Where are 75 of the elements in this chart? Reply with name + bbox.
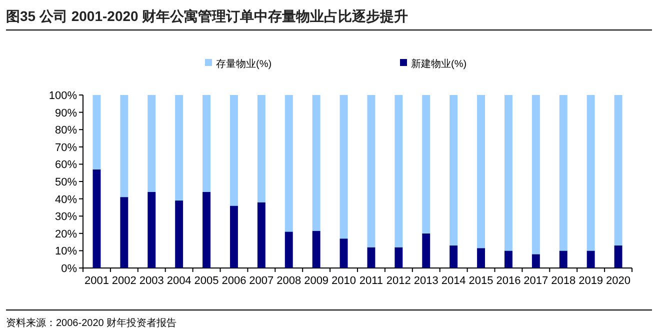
x-tick-label: 2011 xyxy=(359,275,384,287)
bar xyxy=(312,95,320,231)
bar xyxy=(202,95,211,192)
chart-title: 图35 公司 2001-2020 财年公寓管理订单中存量物业占比逐步提升 xyxy=(6,8,408,24)
bar xyxy=(477,248,486,268)
bar xyxy=(92,95,101,170)
y-tick-label: 60% xyxy=(54,159,78,172)
bar xyxy=(559,95,568,251)
bar xyxy=(120,197,128,268)
bar xyxy=(450,95,458,246)
bar xyxy=(230,95,238,206)
x-tick-label: 2018 xyxy=(551,275,576,287)
y-tick-label: 40% xyxy=(54,194,78,206)
bar xyxy=(394,95,403,248)
bar xyxy=(477,95,486,248)
x-tick-label: 2015 xyxy=(468,275,494,287)
x-tick-label: 2012 xyxy=(386,275,411,287)
legend-label: 存量物业(%) xyxy=(216,58,272,70)
x-tick-label: 2004 xyxy=(166,275,192,287)
x-tick-label: 2013 xyxy=(414,275,438,287)
bar xyxy=(175,95,184,201)
x-tick-label: 2008 xyxy=(276,275,302,287)
y-tick-label: 10% xyxy=(54,246,78,258)
bar xyxy=(148,192,156,268)
bar xyxy=(614,246,622,268)
bar xyxy=(120,95,128,198)
bar xyxy=(394,247,403,268)
bar xyxy=(257,202,266,268)
bar xyxy=(422,233,430,268)
bar xyxy=(284,95,293,232)
bar xyxy=(559,250,568,268)
bar xyxy=(532,254,540,268)
bar xyxy=(367,247,376,268)
text: 资料来源：2006-2020 财年投资者报告 xyxy=(6,317,177,329)
bar xyxy=(312,230,320,268)
x-tick-label: 2017 xyxy=(524,275,548,287)
bar xyxy=(148,95,156,192)
y-tick-label: 80% xyxy=(54,124,78,137)
x-tick-label: 2006 xyxy=(222,275,246,287)
x-tick-label: 2016 xyxy=(496,275,521,287)
bar xyxy=(202,192,211,268)
y-tick-label: 70% xyxy=(54,142,78,154)
x-tick-label: 2009 xyxy=(304,275,329,287)
bar xyxy=(175,200,184,268)
bar xyxy=(450,246,458,268)
bar xyxy=(340,95,348,239)
bar xyxy=(340,238,348,268)
bar xyxy=(532,95,540,254)
bar xyxy=(504,95,512,251)
y-tick-label: 90% xyxy=(54,107,78,120)
x-tick-label: 2007 xyxy=(249,275,274,287)
bar xyxy=(422,95,430,234)
x-tick-label: 2019 xyxy=(578,275,604,287)
x-tick-label: 2005 xyxy=(194,275,219,287)
bar xyxy=(586,95,595,251)
y-tick-label: 30% xyxy=(54,211,78,224)
y-tick-label: 100% xyxy=(48,90,78,102)
bar xyxy=(586,250,595,268)
legend-label: 新建物业(%) xyxy=(411,58,467,70)
y-tick-label: 20% xyxy=(54,228,78,240)
x-tick-label: 2010 xyxy=(332,275,356,287)
bar xyxy=(92,169,101,268)
bar xyxy=(257,95,266,202)
x-tick-label: 2002 xyxy=(112,275,136,287)
x-tick-label: 2014 xyxy=(441,275,466,287)
x-tick-label: 2003 xyxy=(139,275,164,287)
x-tick-label: 2001 xyxy=(84,275,109,287)
y-tick-label: 0% xyxy=(61,263,78,275)
bar xyxy=(614,95,622,246)
bar xyxy=(504,250,512,268)
bar xyxy=(230,206,238,268)
bar xyxy=(284,232,293,268)
x-tick-label: 2020 xyxy=(606,275,631,287)
bar xyxy=(367,95,376,248)
y-tick-label: 50% xyxy=(54,176,78,188)
